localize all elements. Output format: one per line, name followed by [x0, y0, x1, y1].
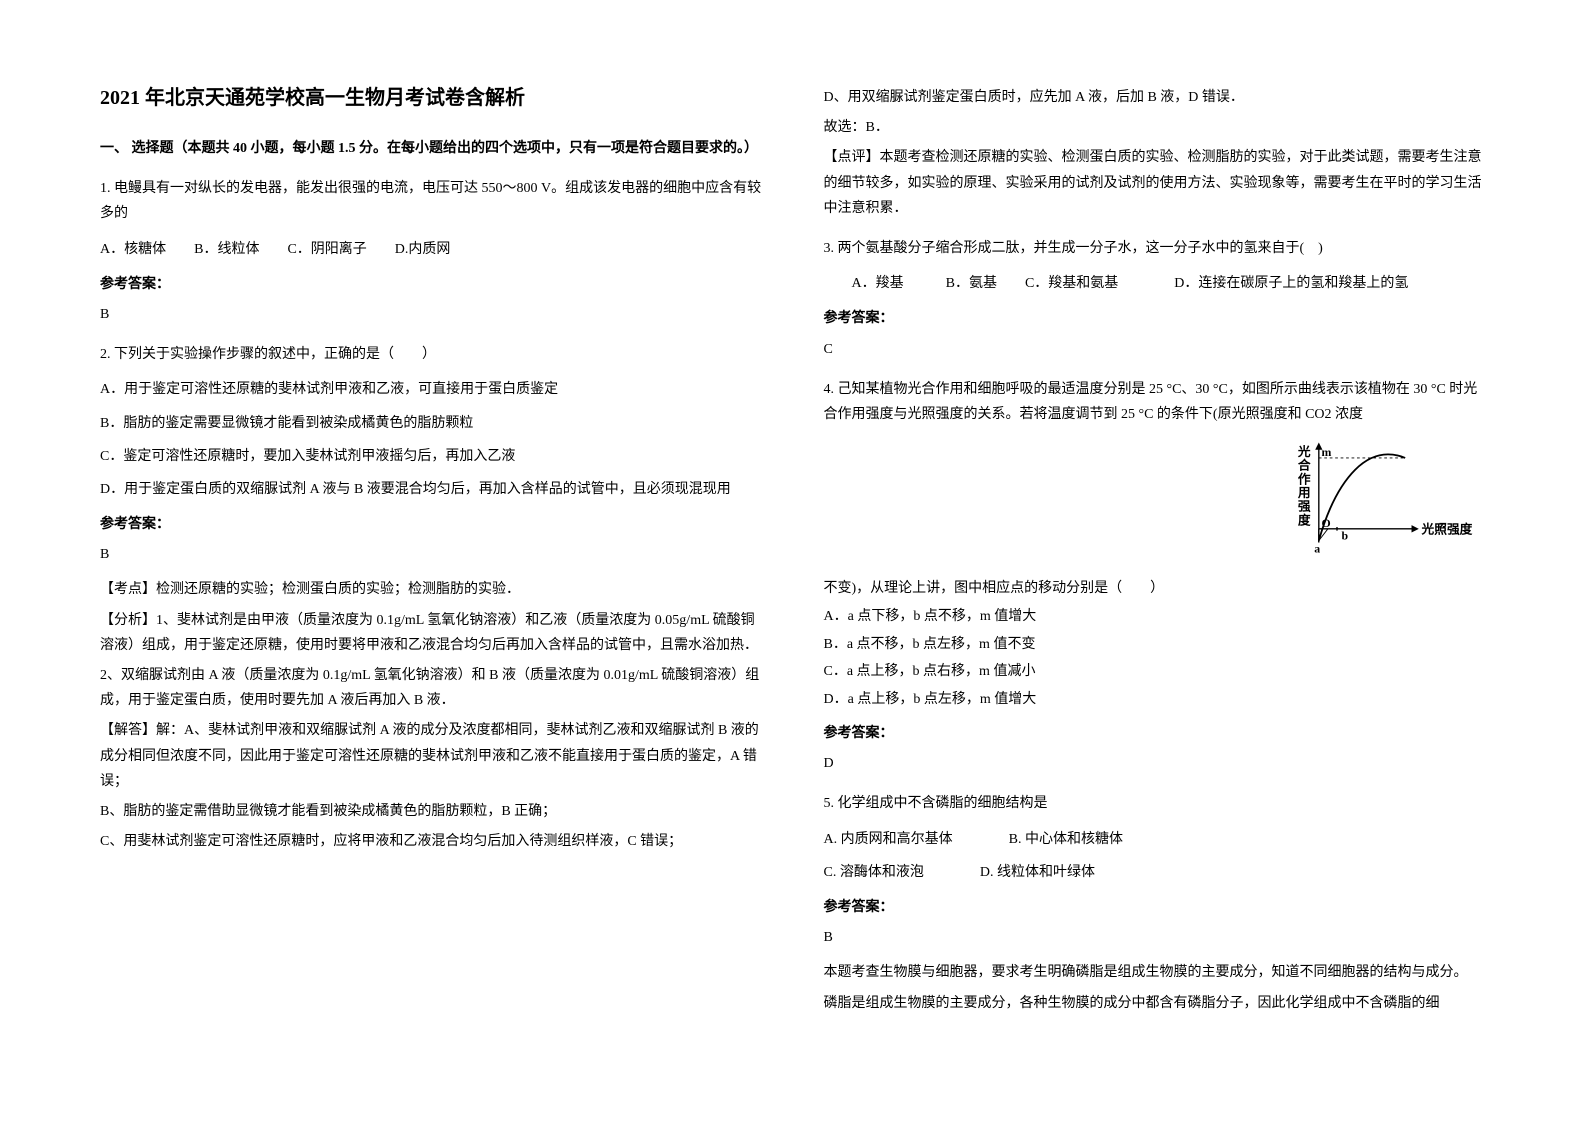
q4-text: 4. 己知某植物光合作用和细胞呼吸的最适温度分别是 25 °C、30 °C，如图… — [824, 377, 1488, 427]
label-o: O — [1322, 516, 1331, 530]
q2-exp8: 故选：B． — [824, 115, 1488, 140]
q5-answer: B — [824, 925, 1488, 950]
q2-exp3: 2、双缩脲试剂由 A 液（质量浓度为 0.1g/mL 氢氧化钠溶液）和 B 液（… — [100, 663, 764, 713]
q2-text: 2. 下列关于实验操作步骤的叙述中，正确的是（ ） — [100, 342, 764, 367]
q4-answer: D — [824, 751, 1488, 776]
chart-xlabel: 光照强度 — [1421, 521, 1473, 536]
q2-exp4: 【解答】解：A、斐林试剂甲液和双缩脲试剂 A 液的成分及浓度都相同，斐林试剂乙液… — [100, 718, 764, 794]
q2-exp5: B、脂肪的鉴定需借助显微镜才能看到被染成橘黄色的脂肪颗粒，B 正确； — [100, 799, 764, 824]
q2-exp1: 【考点】检测还原糖的实验；检测蛋白质的实验；检测脂肪的实验． — [100, 577, 764, 602]
q5-opt-ab: A. 内质网和高尔基体 B. 中心体和核糖体 — [824, 827, 1488, 852]
q5-text: 5. 化学组成中不含磷脂的细胞结构是 — [824, 791, 1488, 816]
question-4: 4. 己知某植物光合作用和细胞呼吸的最适温度分别是 25 °C、30 °C，如图… — [824, 377, 1488, 427]
q4-opt-c: C．a 点上移，b 点右移，m 值减小 — [824, 661, 1488, 683]
q2-exp6: C、用斐林试剂鉴定可溶性还原糖时，应将甲液和乙液混合均匀后加入待测组织样液，C … — [100, 829, 764, 854]
q1-options: A．核糖体 B．线粒体 C．阴阳离子 D.内质网 — [100, 237, 764, 262]
x-axis-arrow — [1412, 525, 1419, 532]
question-5: 5. 化学组成中不含磷脂的细胞结构是 — [824, 791, 1488, 816]
left-column: 2021 年北京天通苑学校高一生物月考试卷含解析 一、 选择题（本题共 40 小… — [100, 80, 764, 1021]
q5-opt-cd: C. 溶酶体和液泡 D. 线粒体和叶绿体 — [824, 860, 1488, 885]
q4-opt-d: D．a 点上移，b 点左移，m 值增大 — [824, 689, 1488, 711]
q2-opt-b: B．脂肪的鉴定需要显微镜才能看到被染成橘黄色的脂肪颗粒 — [100, 411, 764, 436]
q2-opt-c: C．鉴定可溶性还原糖时，要加入斐林试剂甲液摇匀后，再加入乙液 — [100, 444, 764, 469]
question-2: 2. 下列关于实验操作步骤的叙述中，正确的是（ ） — [100, 342, 764, 367]
chart-ylabel-5: 强 — [1298, 500, 1311, 514]
label-m: m — [1322, 445, 1332, 459]
q4-opt-b: B．a 点不移，b 点左移，m 值不变 — [824, 634, 1488, 656]
chart-ylabel-3: 作 — [1298, 471, 1311, 486]
q3-text: 3. 两个氨基酸分子缩合形成二肽，并生成一分子水，这一分子水中的氢来自于( ) — [824, 236, 1488, 261]
exam-title: 2021 年北京天通苑学校高一生物月考试卷含解析 — [100, 80, 764, 116]
chart-ylabel-2: 合 — [1297, 458, 1311, 473]
q2-opt-d: D．用于鉴定蛋白质的双缩脲试剂 A 液与 B 液要混合均匀后，再加入含样品的试管… — [100, 477, 764, 502]
q5-answer-label: 参考答案： — [824, 895, 1488, 920]
chart-svg: 光 合 作 用 强 度 m O b a 光照强度 — [1287, 437, 1487, 557]
photosynthesis-chart: 光 合 作 用 强 度 m O b a 光照强度 — [1287, 437, 1487, 566]
q5-exp2: 磷脂是组成生物膜的主要成分，各种生物膜的成分中都含有磷脂分子，因此化学组成中不含… — [824, 991, 1488, 1016]
q2-answer-label: 参考答案： — [100, 512, 764, 537]
q3-options: A．羧基 B．氨基 C．羧基和氨基 D．连接在碳原子上的氢和羧基上的氢 — [824, 271, 1488, 296]
section-1-title: 一、 选择题（本题共 40 小题，每小题 1.5 分。在每小题给出的四个选项中，… — [100, 136, 764, 161]
chart-ylabel-6: 度 — [1298, 512, 1311, 527]
question-3: 3. 两个氨基酸分子缩合形成二肽，并生成一分子水，这一分子水中的氢来自于( ) — [824, 236, 1488, 261]
right-column: D、用双缩脲试剂鉴定蛋白质时，应先加 A 液，后加 B 液，D 错误． 故选：B… — [824, 80, 1488, 1021]
q1-answer: B — [100, 302, 764, 327]
q4-answer-label: 参考答案： — [824, 721, 1488, 746]
label-b: b — [1342, 529, 1349, 543]
q4-opt-a: A．a 点下移，b 点不移，m 值增大 — [824, 606, 1488, 628]
label-a: a — [1314, 542, 1320, 556]
q2-opt-a: A．用于鉴定可溶性还原糖的斐林试剂甲液和乙液，可直接用于蛋白质鉴定 — [100, 377, 764, 402]
q1-text: 1. 电鳗具有一对纵长的发电器，能发出很强的电流，电压可达 550～800 V。… — [100, 176, 764, 226]
question-1: 1. 电鳗具有一对纵长的发电器，能发出很强的电流，电压可达 550～800 V。… — [100, 176, 764, 226]
q3-answer: C — [824, 337, 1488, 362]
q1-answer-label: 参考答案： — [100, 272, 764, 297]
q2-exp2: 【分析】1、斐林试剂是由甲液（质量浓度为 0.1g/mL 氢氧化钠溶液）和乙液（… — [100, 608, 764, 658]
chart-ylabel-4: 用 — [1298, 486, 1311, 500]
q5-exp1: 本题考查生物膜与细胞器，要求考生明确磷脂是组成生物膜的主要成分，知道不同细胞器的… — [824, 960, 1488, 985]
q3-answer-label: 参考答案： — [824, 306, 1488, 331]
q2-exp7: D、用双缩脲试剂鉴定蛋白质时，应先加 A 液，后加 B 液，D 错误． — [824, 85, 1488, 110]
chart-ylabel-1: 光 — [1297, 444, 1311, 459]
q2-exp9: 【点评】本题考查检测还原糖的实验、检测蛋白质的实验、检测脂肪的实验，对于此类试题… — [824, 145, 1488, 221]
q4-text-cont: 不变)，从理论上讲，图中相应点的移动分别是（ ） — [824, 576, 1488, 601]
curve — [1319, 454, 1405, 540]
q2-answer: B — [100, 542, 764, 567]
